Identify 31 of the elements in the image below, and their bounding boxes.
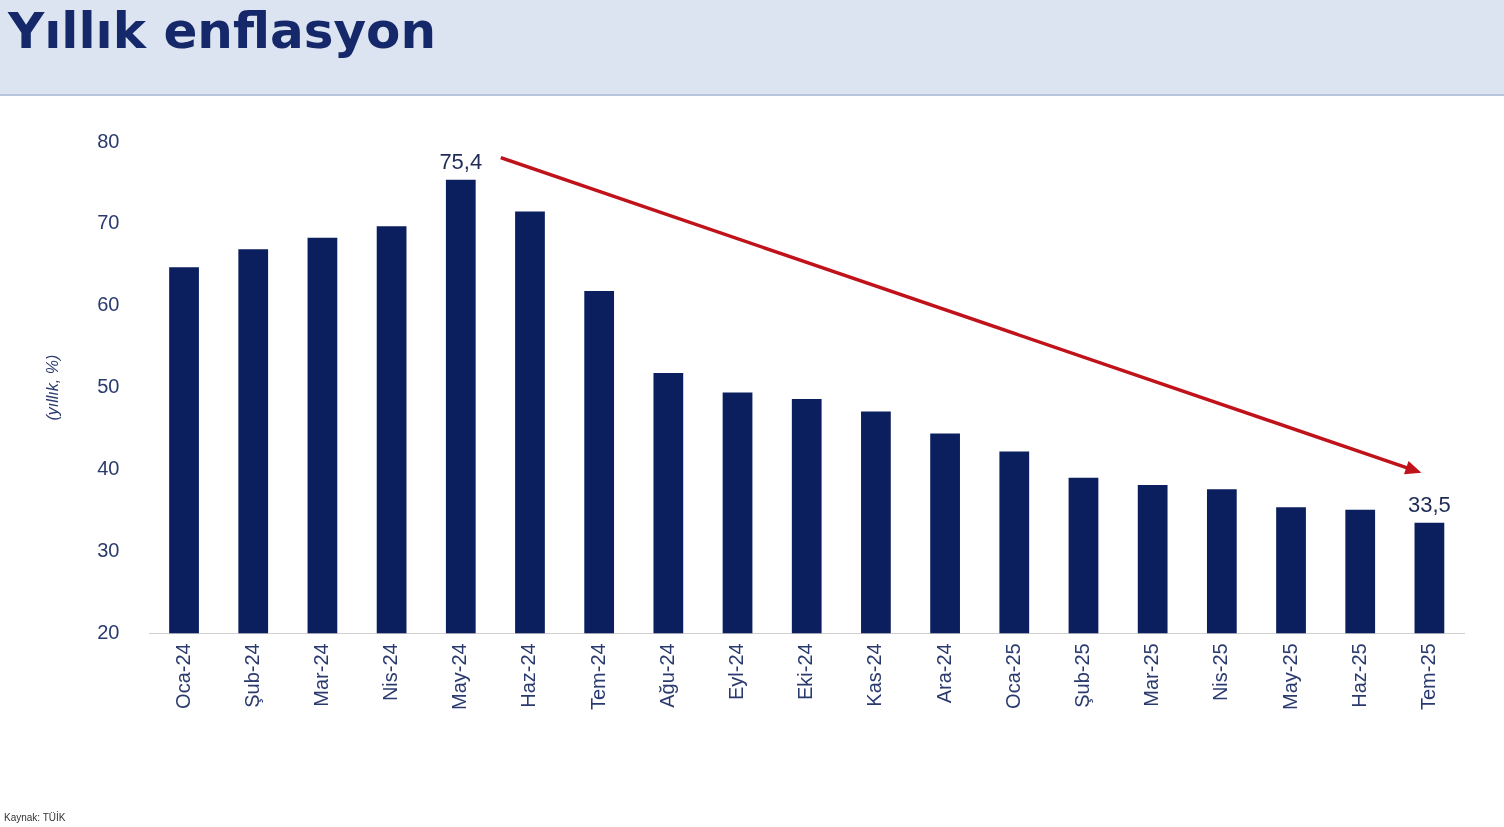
y-tick-label: 80 [97,129,120,152]
x-tick-label: Nis-25 [1209,643,1232,702]
x-tick-label: Nis-24 [379,643,402,702]
y-tick-label: 70 [97,211,120,234]
x-tick-label: May-25 [1278,643,1301,711]
x-tick-label: Haz-24 [517,643,540,708]
data-label: 33,5 [1407,491,1451,517]
y-tick-label: 20 [97,620,120,643]
x-tick-label: Mar-25 [1140,643,1163,707]
x-tick-label: Eyl-24 [725,643,748,701]
x-tick-label: Şub-25 [1070,643,1093,708]
data-label: 75,4 [439,148,483,174]
x-tick-label: Şub-24 [240,643,263,708]
x-tick-label: Mar-24 [309,643,332,707]
x-tick-label: Oca-24 [171,643,194,709]
y-tick-label: 50 [97,375,120,398]
chart-title: Yıllık enflasyon [8,2,437,60]
y-tick-label: 40 [97,457,120,480]
x-tick-label: Tem-24 [586,643,609,711]
x-tick-label: Oca-25 [1001,643,1024,709]
y-tick-label: 60 [97,293,120,316]
x-tick-label: Ara-24 [932,643,955,704]
x-tick-label: May-24 [448,643,471,711]
x-tick-label: Eki-24 [794,643,817,701]
x-tick-label: Ağu-24 [655,643,678,708]
y-axis-title: (yıllık, %) [44,354,62,421]
x-tick-label: Haz-25 [1347,643,1370,708]
y-tick-label: 30 [97,538,120,561]
x-tick-label: Kas-24 [863,643,886,707]
text: Kaynak: TÜİK [4,812,66,823]
x-tick-label: Tem-25 [1416,643,1439,711]
